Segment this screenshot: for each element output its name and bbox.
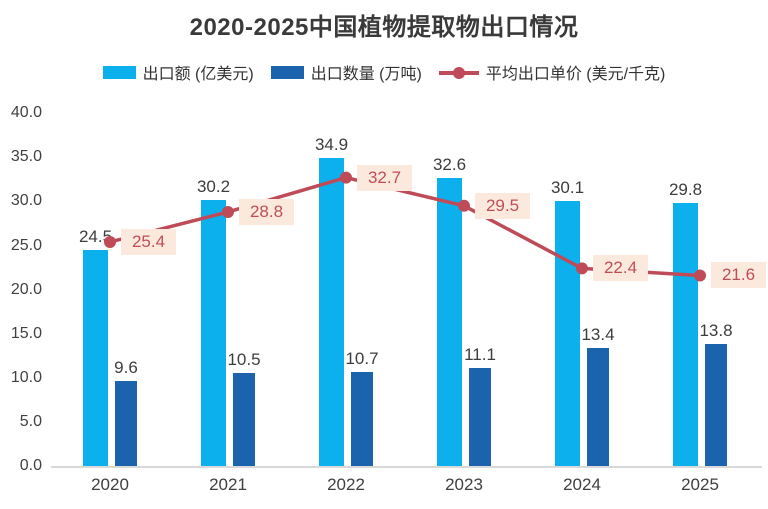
y-axis-tick-label: 5.0 bbox=[19, 412, 42, 430]
bar-export-value bbox=[437, 178, 462, 466]
y-axis-tick-label: 25.0 bbox=[10, 236, 42, 254]
bar-export-value bbox=[83, 249, 108, 466]
bar-export-value bbox=[319, 158, 344, 466]
bar-export-value bbox=[673, 203, 698, 466]
bar-export-volume bbox=[587, 347, 609, 466]
price-point-label: 22.4 bbox=[593, 255, 648, 282]
price-point-marker-icon bbox=[694, 269, 706, 282]
legend: 出口额 (亿美元) 出口数量 (万吨) 平均出口单价 (美元/千克) bbox=[0, 60, 768, 84]
chart-title: 2020-2025中国植物提取物出口情况 bbox=[189, 14, 579, 41]
x-axis-category-label: 2023 bbox=[445, 475, 483, 494]
price-point-label: 32.7 bbox=[357, 164, 412, 191]
bar-export-volume-label: 13.8 bbox=[699, 321, 733, 341]
price-point-label: 21.6 bbox=[711, 262, 766, 289]
bar-export-value-label: 34.9 bbox=[314, 135, 349, 155]
legend-bar-swatch-icon bbox=[102, 65, 136, 79]
bar-export-volume bbox=[469, 368, 491, 466]
bar-export-volume bbox=[705, 344, 727, 466]
price-point-label: 25.4 bbox=[121, 228, 176, 255]
price-point-label: 28.8 bbox=[239, 198, 294, 225]
bar-export-volume-label: 10.5 bbox=[227, 350, 261, 370]
bar-export-volume bbox=[351, 371, 373, 466]
bar-export-value-label: 30.1 bbox=[550, 177, 585, 197]
bar-export-volume-label: 13.4 bbox=[581, 324, 615, 344]
y-axis-tick-label: 20.0 bbox=[10, 280, 42, 298]
bar-export-value-label: 30.2 bbox=[196, 176, 231, 196]
y-axis-tick-label: 40.0 bbox=[10, 104, 42, 122]
legend-label: 平均出口单价 (美元/千克) bbox=[485, 66, 666, 83]
bar-export-volume bbox=[115, 381, 137, 466]
x-axis-category-label: 2020 bbox=[91, 475, 129, 494]
price-point-label: 29.5 bbox=[475, 192, 530, 219]
bar-export-volume bbox=[233, 373, 255, 466]
price-point-marker-icon bbox=[222, 205, 234, 218]
legend-label: 出口数量 (万吨) bbox=[310, 66, 422, 83]
legend-bar-swatch-icon bbox=[270, 65, 304, 79]
legend-item-2: 平均出口单价 (美元/千克) bbox=[438, 60, 666, 84]
y-axis-tick-label: 35.0 bbox=[10, 148, 42, 166]
x-axis-category-label: 2021 bbox=[209, 475, 247, 494]
price-point-marker-icon bbox=[576, 262, 588, 275]
y-axis-tick-label: 10.0 bbox=[10, 368, 42, 386]
bar-export-value bbox=[201, 199, 226, 466]
bar-export-value-label: 29.8 bbox=[668, 180, 703, 200]
bar-export-value-label: 24.5 bbox=[78, 226, 113, 246]
x-axis-line bbox=[51, 466, 762, 468]
y-axis-tick-label: 15.0 bbox=[10, 324, 42, 342]
y-axis-tick-label: 30.0 bbox=[10, 192, 42, 210]
legend-item-0: 出口额 (亿美元) bbox=[102, 60, 254, 84]
price-point-marker-icon bbox=[104, 235, 116, 248]
price-point-marker-icon bbox=[340, 171, 352, 184]
bar-export-value-label: 32.6 bbox=[432, 155, 467, 175]
price-point-marker-icon bbox=[458, 199, 470, 212]
bar-export-value bbox=[555, 200, 580, 466]
y-axis-tick-label: 0.0 bbox=[19, 457, 42, 474]
bar-export-volume-label: 11.1 bbox=[464, 345, 496, 365]
x-axis-category-label: 2022 bbox=[327, 475, 365, 494]
legend-item-1: 出口数量 (万吨) bbox=[270, 60, 422, 84]
legend-line-dot-icon bbox=[438, 66, 479, 79]
bar-export-volume-label: 10.7 bbox=[345, 348, 379, 368]
x-axis-category-label: 2025 bbox=[681, 475, 719, 494]
x-axis-category-label: 2024 bbox=[563, 475, 601, 494]
legend-label: 出口额 (亿美元) bbox=[142, 66, 254, 83]
bar-export-volume-label: 9.6 bbox=[114, 358, 138, 378]
